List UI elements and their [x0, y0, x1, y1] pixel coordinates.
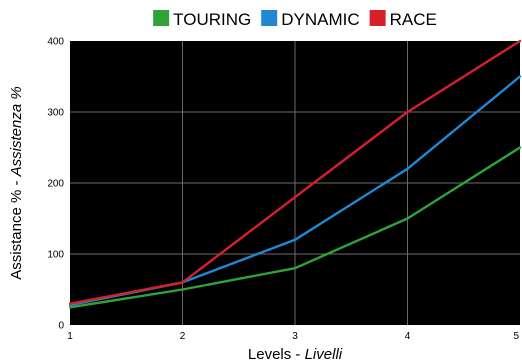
series-line-touring — [68, 146, 522, 309]
series-lines — [68, 39, 522, 309]
grid — [70, 41, 520, 325]
y-tick-label: 0 — [58, 321, 64, 332]
y-axis-label-main: Assistance % - — [8, 176, 25, 279]
y-tick-label: 300 — [47, 108, 64, 119]
y-axis-label: Assistance % - Assistenza % — [8, 86, 25, 279]
x-tick-label: 1 — [67, 331, 73, 342]
x-tick-label: 3 — [292, 331, 298, 342]
series-line-race — [68, 39, 522, 305]
y-tick-label: 200 — [47, 179, 64, 190]
x-axis-label: Levels - Livelli — [248, 346, 343, 363]
x-tick-label: 5 — [513, 331, 519, 342]
legend-swatch-touring — [153, 10, 170, 26]
legend: TOURING DYNAMIC RACE — [153, 10, 437, 29]
legend-swatch-dynamic — [261, 10, 278, 26]
legend-label-dynamic: DYNAMIC — [281, 10, 359, 29]
x-axis-ticks: 1 2 3 4 5 — [67, 331, 519, 342]
y-axis-ticks: 0 100 200 300 400 — [47, 37, 64, 332]
x-tick-label: 4 — [405, 331, 411, 342]
legend-label-touring: TOURING — [173, 10, 251, 29]
legend-swatch-race — [369, 10, 386, 26]
legend-label-race: RACE — [390, 10, 437, 29]
x-axis-label-italic: Livelli — [305, 346, 343, 363]
x-tick-label: 2 — [180, 331, 186, 342]
y-tick-label: 400 — [47, 37, 64, 48]
y-axis-label-italic: Assistenza % — [8, 86, 25, 177]
y-tick-label: 100 — [47, 250, 64, 261]
x-axis-label-main: Levels - — [248, 346, 305, 363]
